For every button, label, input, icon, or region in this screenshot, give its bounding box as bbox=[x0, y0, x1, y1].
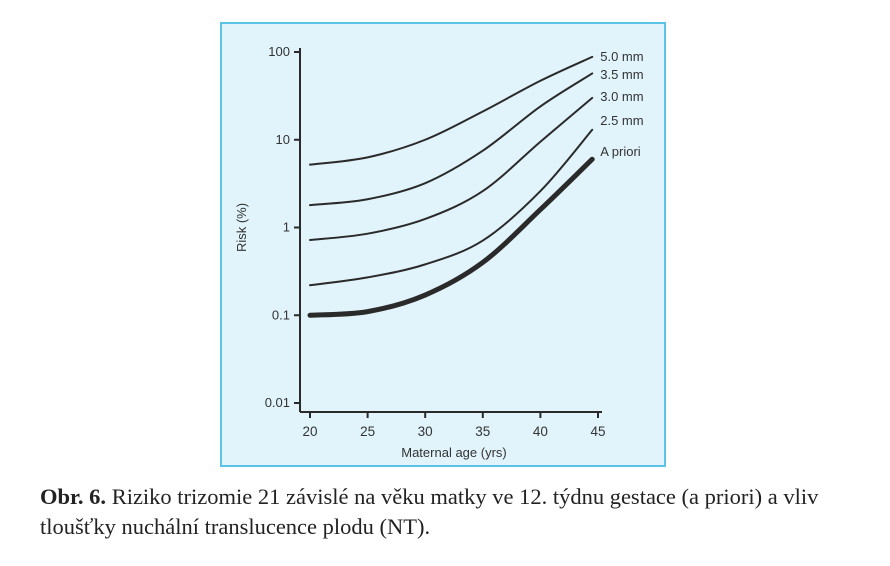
series-line-2-5-mm bbox=[309, 128, 594, 287]
y-tick-label: 10 bbox=[276, 132, 290, 147]
y-tick-label: 0.1 bbox=[272, 307, 290, 322]
x-axis-label: Maternal age (yrs) bbox=[401, 445, 506, 460]
x-tick-label: 35 bbox=[475, 424, 490, 439]
y-tick-label: 1 bbox=[283, 220, 290, 235]
x-tick-label: 30 bbox=[418, 424, 433, 439]
series-label: 3.5 mm bbox=[600, 67, 643, 82]
x-tick-label: 45 bbox=[590, 424, 605, 439]
series-line-a-priori bbox=[307, 156, 595, 318]
figure-caption: Obr. 6. Riziko trizomie 21 závislé na vě… bbox=[40, 482, 870, 542]
series-label: 5.0 mm bbox=[600, 49, 643, 64]
y-tick-label: 100 bbox=[268, 44, 290, 59]
series-label: 3.0 mm bbox=[600, 89, 643, 104]
series-label: A priori bbox=[600, 144, 641, 159]
caption-label: Obr. 6. bbox=[40, 484, 107, 509]
series-line-3-0-mm bbox=[309, 96, 594, 242]
y-tick-label: 0.01 bbox=[265, 395, 290, 410]
y-axis-label: Risk (%) bbox=[234, 203, 249, 252]
x-tick-label: 20 bbox=[302, 424, 317, 439]
series-line-5-0-mm bbox=[309, 55, 594, 166]
x-tick-label: 25 bbox=[360, 424, 375, 439]
caption-text: Riziko trizomie 21 závislé na věku matky… bbox=[40, 484, 819, 539]
series-label: 2.5 mm bbox=[600, 113, 643, 128]
series-line-3-5-mm bbox=[309, 72, 594, 207]
risk-chart: 100 10 1 0.1 0.01 20 25 30 35 40 45 Maternal age (y… bbox=[234, 44, 644, 460]
figure-panel: 100 10 1 0.1 0.01 20 25 30 35 40 45 Maternal age (y… bbox=[220, 22, 666, 467]
x-tick-label: 40 bbox=[533, 424, 548, 439]
